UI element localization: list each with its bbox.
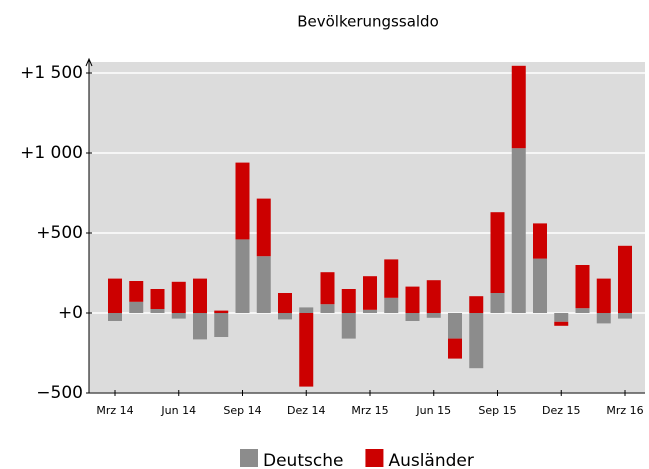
bar <box>596 313 611 324</box>
bar <box>533 223 547 259</box>
bar <box>108 313 122 321</box>
bar <box>405 313 420 321</box>
plot-background <box>89 62 645 393</box>
bar <box>341 313 356 339</box>
bar <box>384 259 399 298</box>
bar <box>490 293 505 313</box>
x-tick-label: Jun 14 <box>160 404 196 417</box>
chart-title: Bevölkerungssaldo <box>297 13 439 31</box>
bar <box>363 309 377 313</box>
bar <box>320 272 335 305</box>
bar <box>278 313 292 320</box>
bar <box>618 245 632 313</box>
y-tick-label: −500 <box>36 383 83 403</box>
bar <box>490 212 505 293</box>
bar <box>193 313 207 340</box>
x-tick-label: Mrz 15 <box>351 404 388 417</box>
x-tick-label: Mrz 16 <box>606 404 643 417</box>
bar <box>129 281 144 302</box>
bar <box>214 310 229 313</box>
bar <box>150 309 165 313</box>
bar <box>533 258 547 313</box>
bar <box>129 301 144 313</box>
y-tick-label: +0 <box>58 303 83 323</box>
bar <box>256 256 271 313</box>
x-tick-label: Sep 14 <box>223 404 261 417</box>
legend-label: Deutsche <box>263 451 343 469</box>
bar <box>299 307 314 313</box>
y-tick-label: +1 500 <box>20 63 83 83</box>
bar <box>171 313 186 319</box>
bar <box>448 313 462 339</box>
bar <box>214 313 229 337</box>
bar <box>554 313 569 322</box>
x-tick-label: Dez 15 <box>542 404 581 417</box>
bar <box>299 313 314 387</box>
bar <box>108 278 122 313</box>
x-tick-label: Sep 15 <box>478 404 516 417</box>
bar <box>426 280 441 313</box>
legend-swatch <box>240 449 258 467</box>
bar <box>575 308 590 313</box>
bar <box>235 162 250 240</box>
bar <box>426 313 441 318</box>
legend-label: Ausländer <box>388 451 473 469</box>
axis-arrow <box>85 57 93 67</box>
bar <box>320 304 335 313</box>
bar <box>235 239 250 313</box>
bar <box>618 313 632 319</box>
bar <box>575 265 590 309</box>
bar <box>511 65 526 149</box>
bar <box>150 289 165 309</box>
bar <box>278 293 292 313</box>
legend-swatch <box>365 449 384 467</box>
bar <box>341 289 356 313</box>
bar <box>363 276 377 310</box>
y-tick-label: +500 <box>36 223 83 243</box>
bar <box>405 286 420 313</box>
x-tick-label: Mrz 14 <box>96 404 133 417</box>
x-tick-label: Jun 15 <box>415 404 451 417</box>
bar <box>554 321 569 326</box>
bar <box>469 313 484 369</box>
bar <box>596 278 611 313</box>
bar <box>256 198 271 257</box>
x-tick-label: Dez 14 <box>287 404 326 417</box>
bar <box>171 281 186 313</box>
bar <box>469 296 484 313</box>
y-tick-label: +1 000 <box>20 143 83 163</box>
bar <box>384 297 399 313</box>
bar <box>193 278 207 313</box>
bar <box>511 148 526 313</box>
bar <box>448 338 462 359</box>
